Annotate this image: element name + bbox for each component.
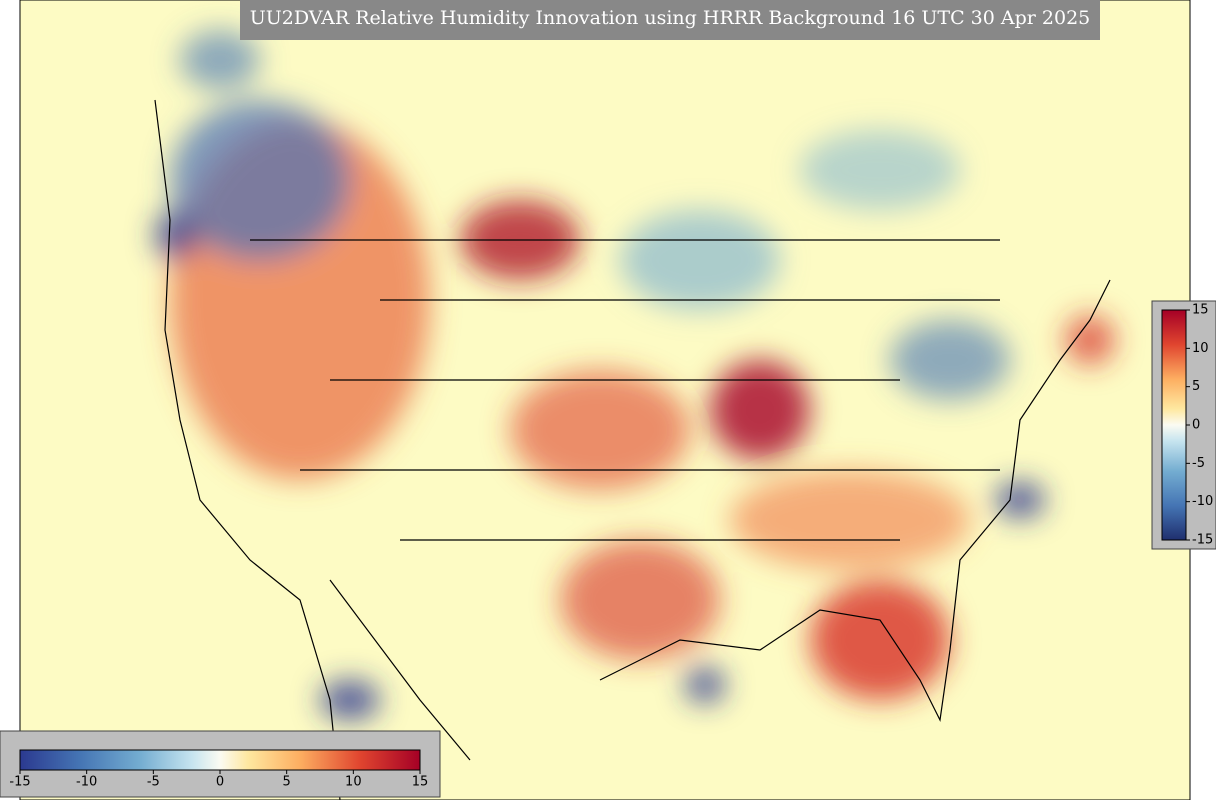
tick-label: 5 bbox=[283, 775, 291, 790]
tick-label: 0 bbox=[1192, 418, 1200, 433]
tick-label: 10 bbox=[345, 775, 362, 790]
tick-label: 5 bbox=[1192, 379, 1200, 394]
boundaries bbox=[154, 99, 1111, 800]
tick-label: 10 bbox=[1192, 341, 1209, 356]
tick-label: -5 bbox=[147, 775, 160, 790]
title-box bbox=[240, 0, 1100, 40]
tick-label: -15 bbox=[1192, 533, 1213, 548]
title: UU2DVAR Relative Humidity Innovation usi… bbox=[250, 7, 1091, 29]
innovation-field bbox=[155, 30, 1115, 720]
colorbar bbox=[1161, 309, 1187, 541]
tick-label: 15 bbox=[1192, 303, 1209, 318]
tick-label: -10 bbox=[1192, 494, 1213, 509]
tick-label: -15 bbox=[9, 775, 30, 790]
tick-label: -5 bbox=[1192, 456, 1205, 471]
tick-label: 0 bbox=[216, 775, 224, 790]
tick-label: 15 bbox=[412, 775, 429, 790]
colorbar bbox=[19, 749, 421, 771]
tick-label: -10 bbox=[76, 775, 97, 790]
